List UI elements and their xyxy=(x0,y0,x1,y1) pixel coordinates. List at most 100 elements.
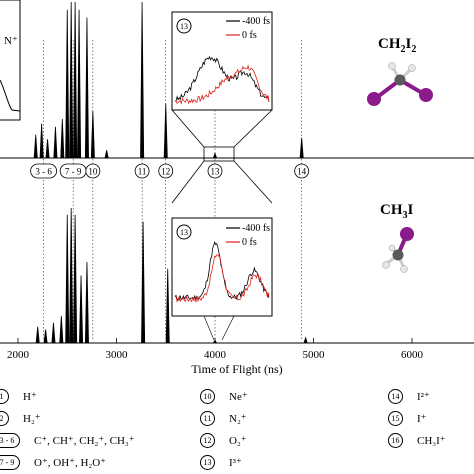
molecule-label-ch3i: CH3I xyxy=(380,202,414,221)
x-tick-label-2: 4000 xyxy=(204,349,227,361)
legend-ion-label: H⁺ xyxy=(23,391,37,403)
legend-ion-label: O₂⁺ xyxy=(229,435,247,447)
inset-top-legend-0: -400 fs xyxy=(242,16,270,27)
ch3i-peak-5 xyxy=(69,207,74,344)
inset-bottom-title: 13 xyxy=(180,228,188,237)
zoom-line-bottom-right xyxy=(221,315,235,341)
ch2i2-peak-9 xyxy=(84,17,89,159)
legend-entry-7-9: 7 - 9 O⁺, OH⁺, H₂O⁺ xyxy=(0,455,106,470)
legend-number-badge: 1 xyxy=(0,389,9,404)
inset-bottom-badge xyxy=(176,224,192,240)
legend-number-badge: 14 xyxy=(388,389,403,404)
inset-bottom-legend-1: 0 fs xyxy=(242,237,257,248)
legend-ion-label: C⁺, CH⁺, CH₂⁺, CH₃⁺ xyxy=(34,435,135,447)
legend-number-badge: 13 xyxy=(200,455,215,470)
ch2i2-peak-3 xyxy=(53,126,58,159)
legend-ion-label: I⁺ xyxy=(417,413,427,425)
ch2i2-peak-7 xyxy=(73,1,78,159)
x-tick-label-0: 2000 xyxy=(7,349,30,361)
peak-marker-badge-6 xyxy=(294,163,310,179)
ch3i-peak-0 xyxy=(35,326,40,344)
inset-bottom-trace-0fs xyxy=(174,254,270,303)
peak-marker-1: 7 - 9 xyxy=(65,167,82,177)
inset-top-title: 13 xyxy=(180,22,188,31)
inset-top-frame xyxy=(171,11,273,111)
inset-top-badge xyxy=(176,18,192,34)
partial-inset-nplus: N⁺ xyxy=(0,0,21,121)
ch3i-peak-6 xyxy=(73,214,78,344)
peak-marker-badge-3 xyxy=(134,163,150,179)
peak-markers: 3 - 6 7 - 9 10 11 12 13 14 xyxy=(30,163,310,179)
legend-entry-16: 16 CH₃I⁺ xyxy=(388,433,446,448)
ch2i2-molecule-icon xyxy=(367,62,433,106)
legend-number-badge: 11 xyxy=(200,411,215,426)
inset-top-trace-0fs xyxy=(174,64,270,105)
x-tick-label-4: 6000 xyxy=(401,349,424,361)
legend-number-badge: 7 - 9 xyxy=(0,455,20,470)
inset-bottom-legend-0: -400 fs xyxy=(242,223,270,234)
ch2i2-peak-11 xyxy=(104,150,109,159)
legend-number-badge: 10 xyxy=(200,389,215,404)
legend-entry-10: 10 Ne⁺ xyxy=(200,389,248,404)
ch3i-peak-7 xyxy=(79,275,84,344)
ch2i2-peak-8 xyxy=(77,9,82,159)
legend-entry-15: 15 I⁺ xyxy=(388,411,426,426)
legend-ion-label: N₂⁺ xyxy=(229,413,247,425)
legend-ion-label: H₂⁺ xyxy=(23,413,41,425)
ch2i2-peak-4 xyxy=(60,118,65,159)
trace-ch3i xyxy=(0,207,474,344)
peak-marker-badge-2 xyxy=(85,163,101,179)
legend-ion-label: I²⁺ xyxy=(417,391,430,403)
x-tick-label-3: 5000 xyxy=(303,349,326,361)
legend-ion-label: CH₃I⁺ xyxy=(417,435,446,447)
legend-number-badge: 2 xyxy=(0,411,9,426)
peak-marker-badge-4 xyxy=(158,163,174,179)
legend-entry-12: 12 O₂⁺ xyxy=(200,433,247,448)
ch3i-peak-3 xyxy=(59,315,64,344)
legend-ion-label: I³⁺ xyxy=(229,457,242,469)
inset-top-legend-1: 0 fs xyxy=(242,30,257,41)
trace-ch2i2 xyxy=(0,1,474,159)
inset-bottom: 13 -400 fs 0 fs xyxy=(171,217,273,317)
inset-top: 13 -400 fs 0 fs xyxy=(171,11,273,111)
peak-marker-badge-5 xyxy=(207,163,223,179)
legend-entry-11: 11 N₂⁺ xyxy=(200,411,247,426)
peak-marker-5: 13 xyxy=(211,167,221,177)
ch2i2-peak-2 xyxy=(45,139,50,159)
partial-label: N⁺ xyxy=(4,35,18,47)
peak-marker-0: 3 - 6 xyxy=(35,167,52,177)
legend-entry-2: 2 H₂⁺ xyxy=(0,411,41,426)
ch3i-peak-2 xyxy=(51,322,56,344)
legend-number-badge: 3 - 6 xyxy=(0,433,20,448)
inset-top-trace-400fs xyxy=(174,55,270,102)
zoom-lines xyxy=(171,109,273,204)
ch3i-peak-4 xyxy=(65,214,70,344)
peak-marker-2: 10 xyxy=(88,167,98,177)
legend-number-badge: 15 xyxy=(388,411,403,426)
legend-number-badge: 16 xyxy=(388,433,403,448)
ch2i2-peak-5 xyxy=(65,9,70,159)
zoom-line-bottom-left xyxy=(203,315,215,341)
legend-entry-13: 13 I³⁺ xyxy=(200,455,242,470)
legend-number-badge: 12 xyxy=(200,433,215,448)
peak-marker-3: 11 xyxy=(138,167,147,177)
ch2i2-peak-1 xyxy=(39,123,44,159)
ch2i2-peak-15 xyxy=(299,137,304,159)
x-axis-label: Time of Flight (ns) xyxy=(191,362,282,376)
legend-ion-label: O⁺, OH⁺, H₂O⁺ xyxy=(34,457,106,469)
legend-ion-label: Ne⁺ xyxy=(229,391,248,403)
peak-marker-4: 12 xyxy=(161,167,170,177)
peak-marker-badge-0 xyxy=(30,163,58,179)
ch3i-peak-10 xyxy=(165,268,170,344)
ch2i2-peak-6 xyxy=(69,1,74,159)
ch3i-peak-12 xyxy=(303,336,308,344)
ch2i2-peak-0 xyxy=(33,134,38,159)
legend-entry-1: 1 H⁺ xyxy=(0,389,37,404)
x-tick-label-1: 3000 xyxy=(106,349,129,361)
peak-marker-6: 14 xyxy=(297,167,307,177)
legend-entry-3-6: 3 - 6 C⁺, CH⁺, CH₂⁺, CH₃⁺ xyxy=(0,433,135,448)
ch3i-molecule-icon xyxy=(382,227,414,273)
x-ticks: 2000 3000 4000 5000 6000 xyxy=(7,338,424,361)
molecule-label-ch2i2: CH2I2 xyxy=(378,36,416,55)
